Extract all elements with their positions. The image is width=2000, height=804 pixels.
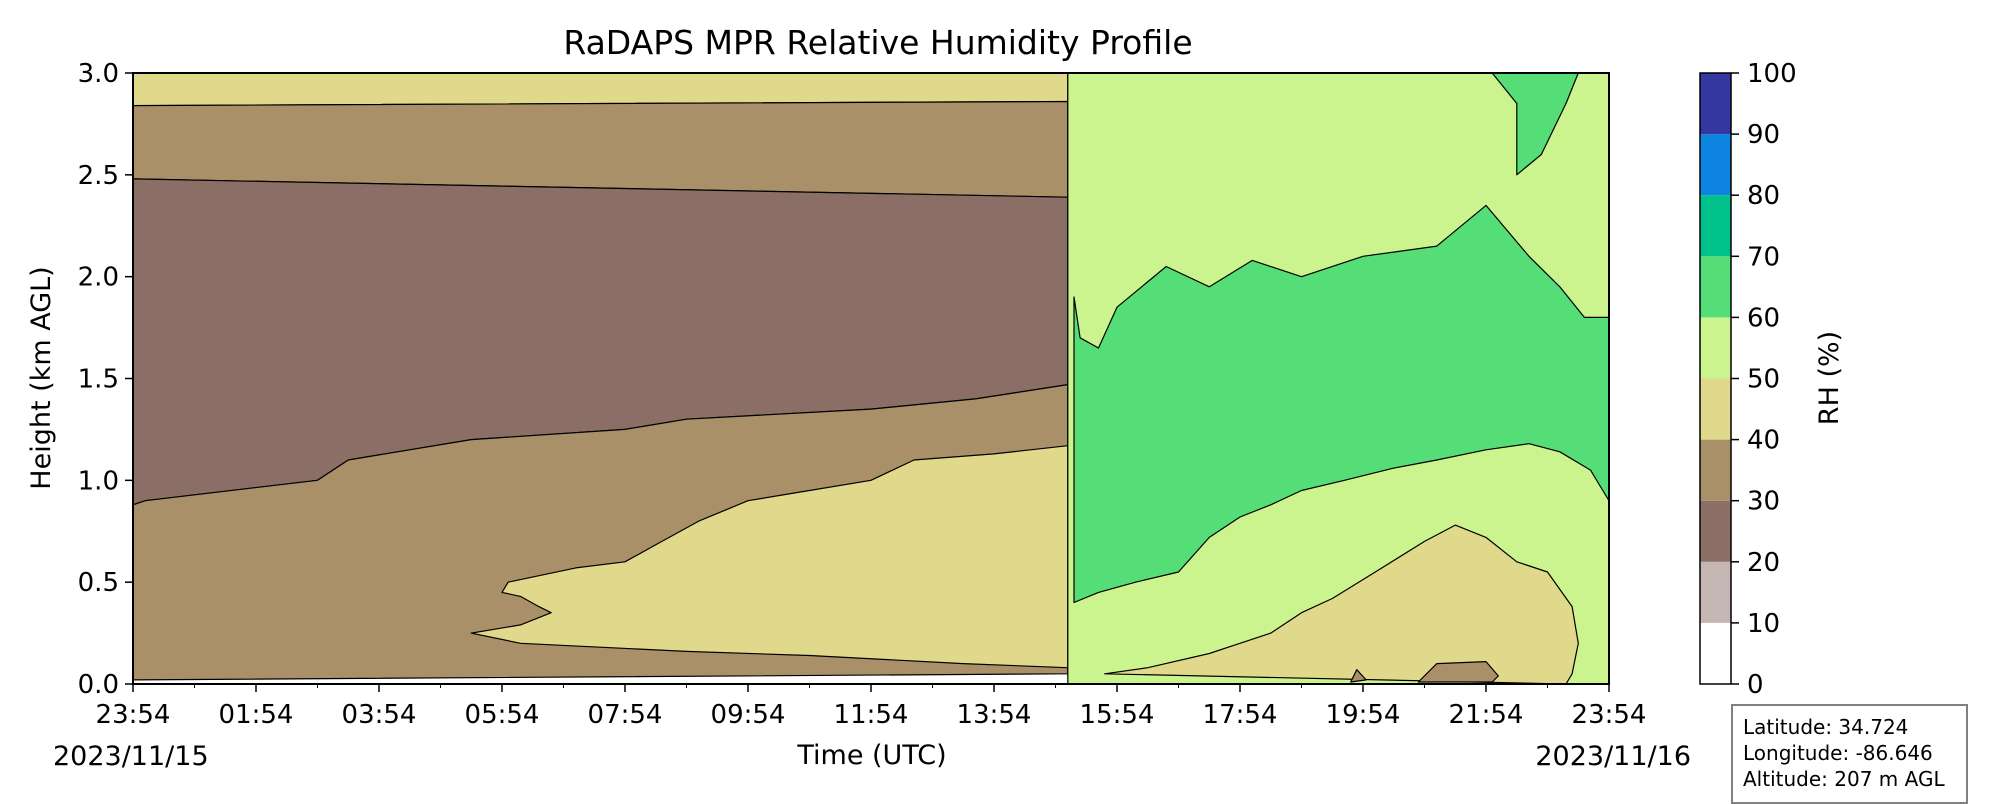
colorbar-tick-label: 20 [1747, 548, 1780, 578]
y-axis: 0.0 0.5 1.0 1.5 2.0 2.5 3.0 [78, 59, 133, 700]
station-altitude: Altitude: 207 m AGL [1743, 767, 1945, 791]
colorbar-swatch [1700, 317, 1731, 379]
x-axis: 23:54 01:54 03:54 05:54 07:54 09:54 11:54 13:54… [96, 684, 1647, 730]
rh-region-4 [470, 445, 1069, 669]
colorbar-tick-label: 40 [1747, 426, 1780, 456]
colorbar-swatch [1700, 134, 1731, 196]
colorbar-tick-label: 30 [1747, 487, 1780, 517]
rh-region-8 [1104, 524, 1579, 685]
colorbar-swatch [1700, 256, 1731, 318]
colorbar-label: RH (%) [1814, 331, 1845, 425]
colorbar-swatch [1700, 378, 1731, 440]
colorbar-tick-label: 100 [1747, 59, 1797, 89]
y-tick-label: 3.0 [78, 59, 119, 89]
x-tick-label: 15:54 [1080, 700, 1155, 730]
colorbar-tick-label: 10 [1747, 609, 1780, 639]
y-tick-label: 2.5 [78, 161, 119, 191]
colorbar-swatch [1700, 622, 1731, 684]
end-date-label: 2023/11/16 [1535, 741, 1691, 772]
x-axis-label: Time (UTC) [796, 740, 946, 771]
rh-region-9 [1417, 660, 1499, 683]
x-tick-label: 21:54 [1449, 700, 1524, 730]
x-tick-label: 23:54 [96, 700, 171, 730]
station-info-box: Latitude: 34.724 Longitude: -86.646 Alti… [1731, 704, 1968, 804]
x-tick-label: 09:54 [711, 700, 786, 730]
colorbar-swatch [1700, 500, 1731, 562]
colorbar-tick-label: 90 [1747, 120, 1780, 150]
colorbar: 0 10 20 30 40 50 60 70 80 90 100 [1699, 59, 1797, 700]
y-tick-label: 0.0 [78, 670, 119, 700]
y-tick-label: 1.5 [78, 365, 119, 395]
station-longitude: Longitude: -86.646 [1743, 741, 1933, 765]
rh-region-10 [1350, 669, 1367, 683]
colorbar-swatch [1700, 73, 1731, 135]
x-tick-label: 11:54 [834, 700, 909, 730]
x-tick-label: 01:54 [219, 700, 294, 730]
colorbar-swatch [1700, 439, 1731, 501]
chart-title: RaDAPS MPR Relative Humidity Profile [563, 23, 1192, 62]
y-tick-label: 0.5 [78, 568, 119, 598]
colorbar-tick-label: 0 [1747, 670, 1764, 700]
colorbar-tick-label: 80 [1747, 181, 1780, 211]
start-date-label: 2023/11/15 [53, 741, 209, 772]
station-latitude: Latitude: 34.724 [1743, 715, 1909, 739]
y-tick-label: 2.0 [78, 263, 119, 293]
y-axis-label: Height (km AGL) [26, 266, 57, 489]
y-tick-label: 1.0 [78, 466, 119, 496]
x-tick-label: 05:54 [465, 700, 540, 730]
x-tick-label: 17:54 [1203, 700, 1278, 730]
colorbar-tick-label: 70 [1747, 242, 1780, 272]
colorbar-tick-label: 50 [1747, 365, 1780, 395]
colorbar-swatch [1700, 195, 1731, 257]
x-tick-label: 07:54 [588, 700, 663, 730]
rh-region-0 [132, 72, 1069, 107]
plot-area [132, 72, 1610, 685]
x-tick-label: 13:54 [957, 700, 1032, 730]
x-tick-label: 03:54 [342, 700, 417, 730]
colorbar-tick-label: 60 [1747, 303, 1780, 333]
x-tick-label: 23:54 [1572, 700, 1647, 730]
x-tick-label: 19:54 [1326, 700, 1401, 730]
colorbar-swatch [1700, 561, 1731, 623]
